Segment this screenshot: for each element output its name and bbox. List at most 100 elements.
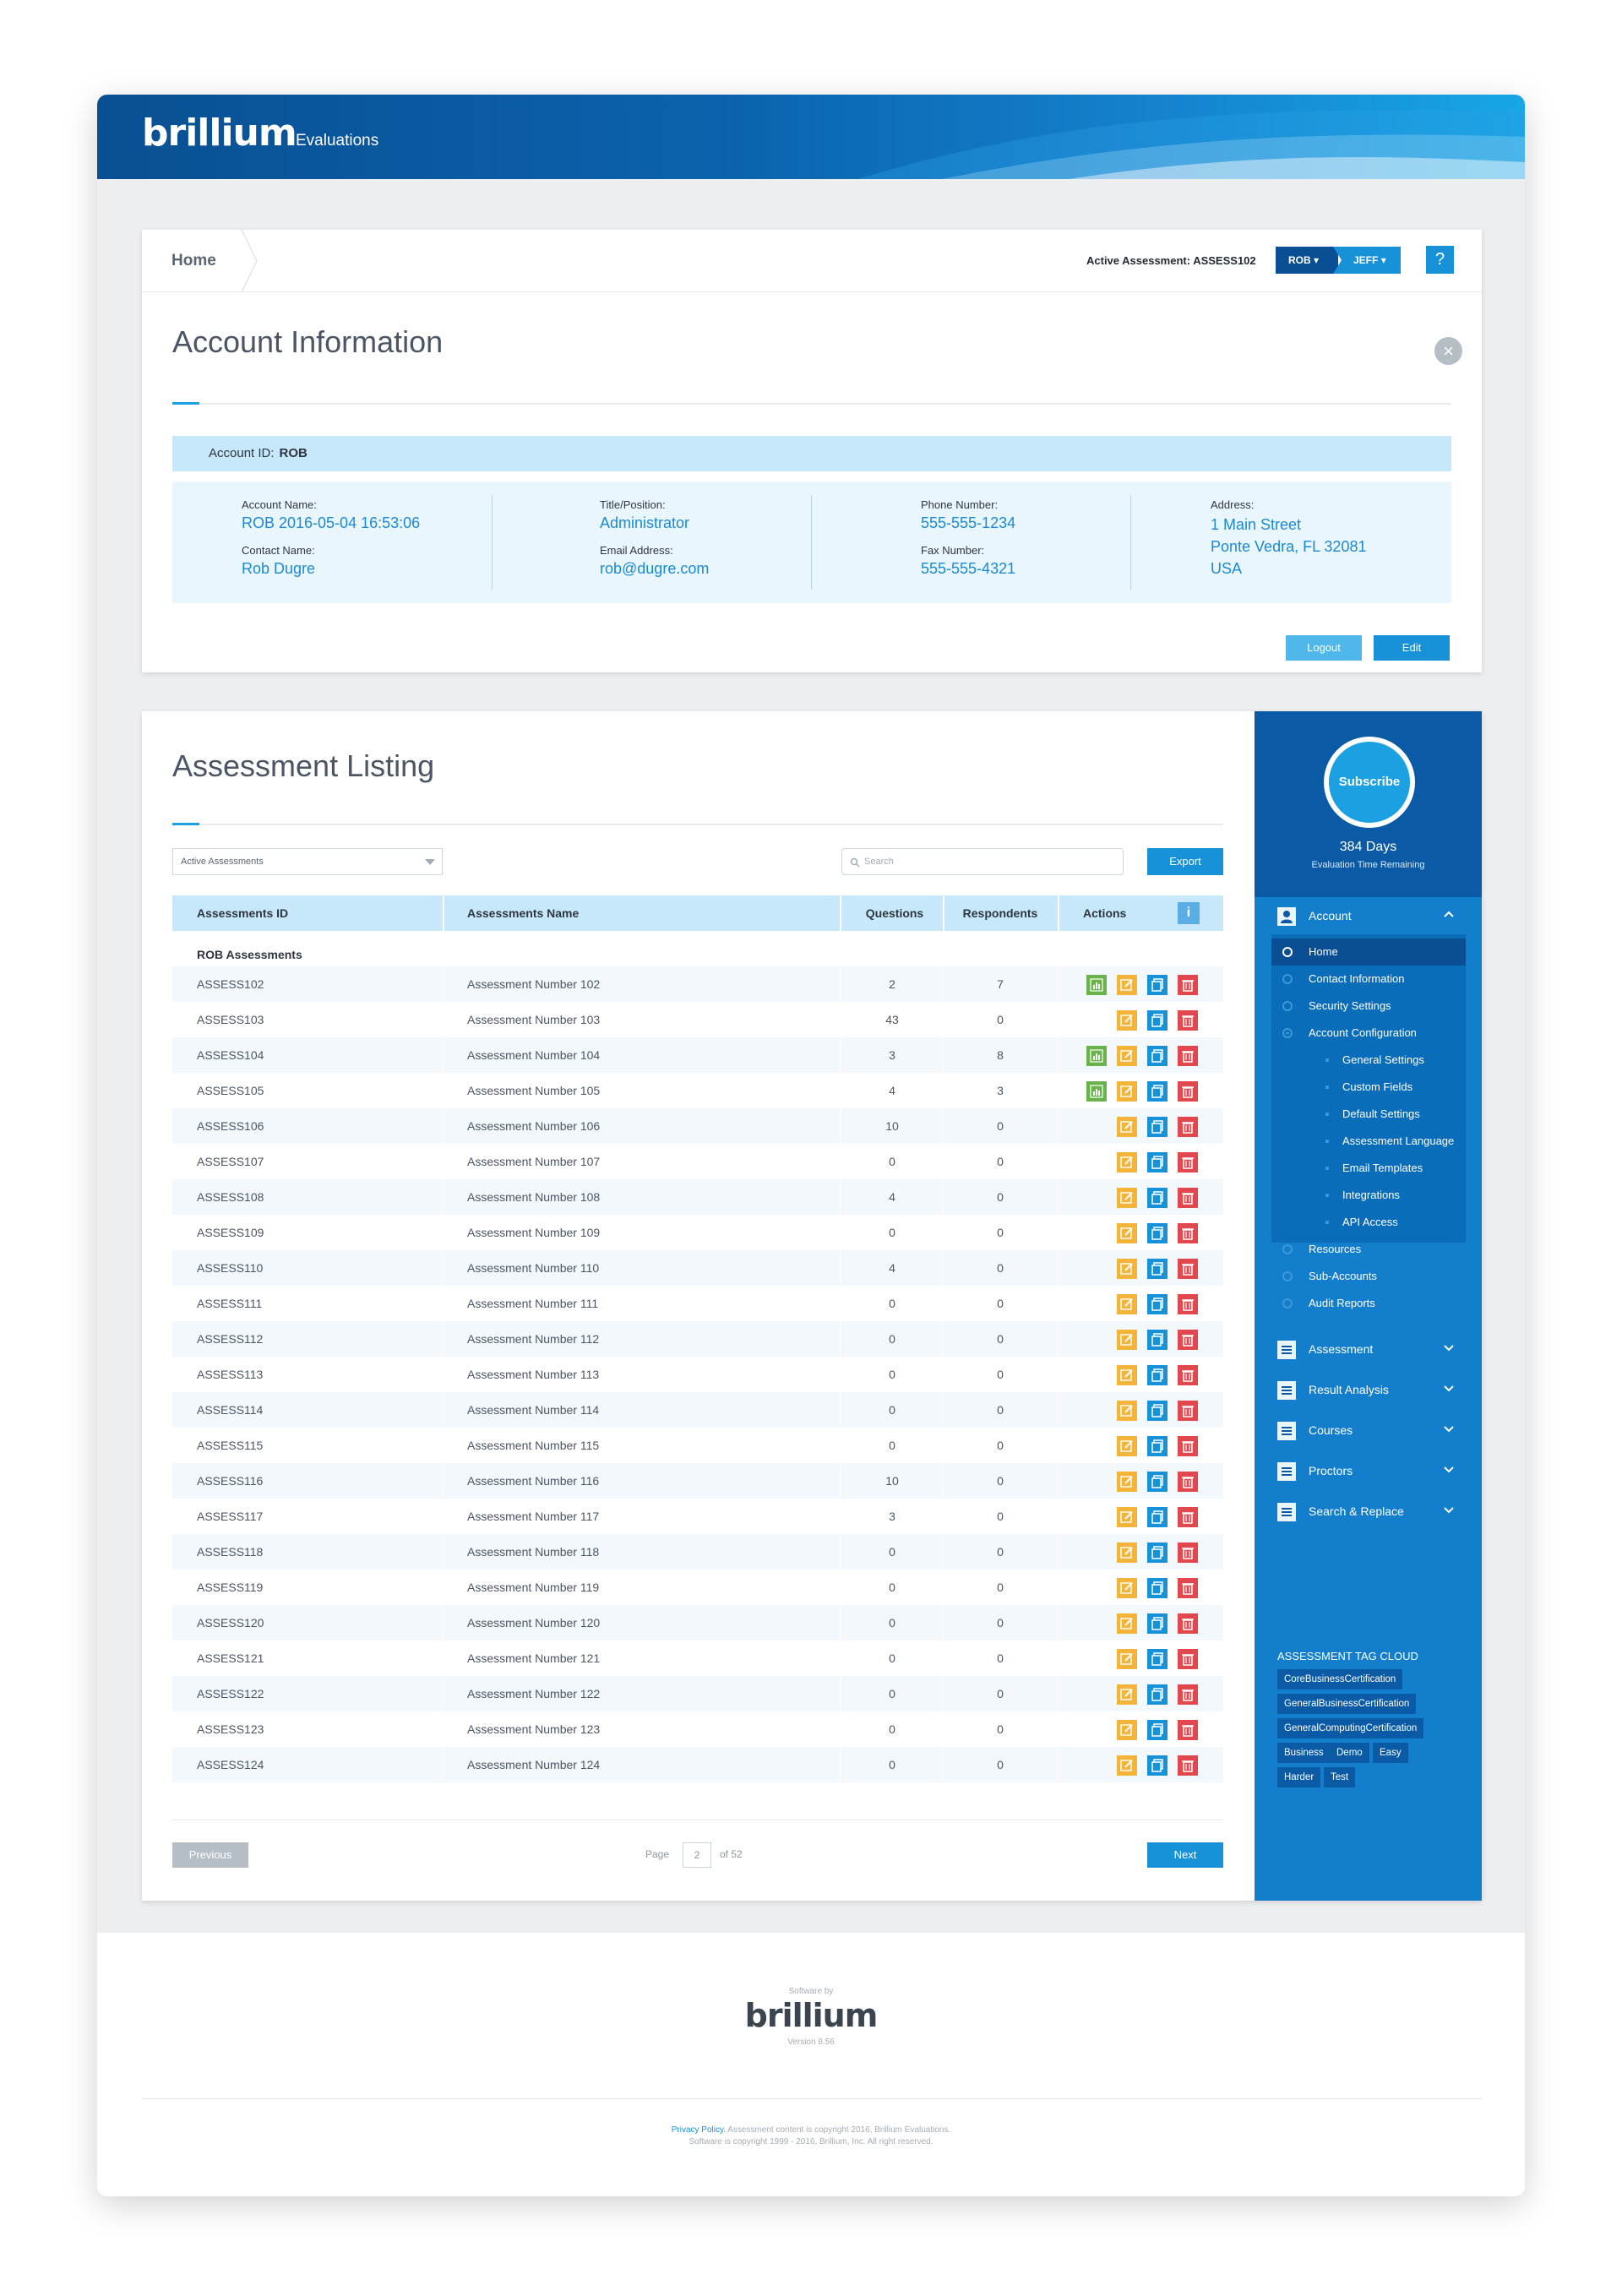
copy-icon[interactable] xyxy=(1147,1259,1168,1279)
copy-icon[interactable] xyxy=(1147,1472,1168,1492)
tag-harder[interactable]: Harder xyxy=(1277,1767,1321,1787)
copy-icon[interactable] xyxy=(1147,1436,1168,1456)
table-row[interactable]: ASSESS113 Assessment Number 113 0 0 xyxy=(172,1357,1223,1392)
trash-icon[interactable] xyxy=(1178,1755,1198,1776)
edit-icon[interactable] xyxy=(1117,1755,1137,1776)
trash-icon[interactable] xyxy=(1178,1401,1198,1421)
help-button[interactable]: ? xyxy=(1426,246,1454,274)
nav-account[interactable]: Account xyxy=(1271,897,1466,934)
edit-icon[interactable] xyxy=(1117,1046,1137,1066)
table-row[interactable]: ASSESS118 Assessment Number 118 0 0 xyxy=(172,1534,1223,1570)
sidebar-item-audit-reports[interactable]: Audit Reports xyxy=(1271,1290,1466,1317)
table-row[interactable]: ASSESS107 Assessment Number 107 0 0 xyxy=(172,1144,1223,1179)
trash-icon[interactable] xyxy=(1178,1578,1198,1598)
copy-icon[interactable] xyxy=(1147,975,1168,995)
edit-icon[interactable] xyxy=(1117,1684,1137,1705)
user-rob-dropdown[interactable]: ROB ▾ xyxy=(1276,247,1338,274)
table-row[interactable]: ASSESS108 Assessment Number 108 4 0 xyxy=(172,1179,1223,1215)
edit-icon[interactable] xyxy=(1117,1081,1137,1102)
trash-icon[interactable] xyxy=(1178,1046,1198,1066)
copy-icon[interactable] xyxy=(1147,1542,1168,1563)
copy-icon[interactable] xyxy=(1147,1330,1168,1350)
sidebar-subitem-general-settings[interactable]: General Settings xyxy=(1271,1047,1466,1074)
trash-icon[interactable] xyxy=(1178,1613,1198,1634)
trash-icon[interactable] xyxy=(1178,1188,1198,1208)
edit-icon[interactable] xyxy=(1117,1223,1137,1243)
copy-icon[interactable] xyxy=(1147,1223,1168,1243)
email-value[interactable]: rob@dugre.com xyxy=(600,560,710,577)
copy-icon[interactable] xyxy=(1147,1507,1168,1527)
table-row[interactable]: ASSESS122 Assessment Number 122 0 0 xyxy=(172,1676,1223,1711)
trash-icon[interactable] xyxy=(1178,1223,1198,1243)
edit-icon[interactable] xyxy=(1117,1613,1137,1634)
sidebar-item-resources[interactable]: Resources xyxy=(1271,1236,1466,1263)
edit-icon[interactable] xyxy=(1117,1117,1137,1137)
trash-icon[interactable] xyxy=(1178,1684,1198,1705)
copy-icon[interactable] xyxy=(1147,1294,1168,1314)
tag-test[interactable]: Test xyxy=(1324,1767,1356,1787)
brillium-footer-logo[interactable]: brillium xyxy=(744,1997,879,2034)
sidebar-item-home[interactable]: Home xyxy=(1271,939,1466,966)
sidebar-item-security-settings[interactable]: Security Settings xyxy=(1271,993,1466,1020)
table-row[interactable]: ASSESS112 Assessment Number 112 0 0 xyxy=(172,1321,1223,1357)
col-assessment-id[interactable]: Assessments ID xyxy=(197,906,289,920)
info-icon[interactable]: i xyxy=(1178,902,1200,924)
table-row[interactable]: ASSESS120 Assessment Number 120 0 0 xyxy=(172,1605,1223,1640)
table-row[interactable]: ASSESS116 Assessment Number 116 10 0 xyxy=(172,1463,1223,1499)
table-row[interactable]: ASSESS109 Assessment Number 109 0 0 xyxy=(172,1215,1223,1250)
copy-icon[interactable] xyxy=(1147,1152,1168,1172)
sidebar-subitem-default-settings[interactable]: Default Settings xyxy=(1271,1101,1466,1128)
table-row[interactable]: ASSESS103 Assessment Number 103 43 0 xyxy=(172,1002,1223,1037)
subscribe-button[interactable]: Subscribe xyxy=(1324,737,1415,828)
copy-icon[interactable] xyxy=(1147,1401,1168,1421)
trash-icon[interactable] xyxy=(1178,1365,1198,1385)
table-row[interactable]: ASSESS115 Assessment Number 115 0 0 xyxy=(172,1428,1223,1463)
copy-icon[interactable] xyxy=(1147,1578,1168,1598)
sidebar-subitem-api-access[interactable]: API Access xyxy=(1271,1209,1466,1236)
sidebar-subitem-assessment-language[interactable]: Assessment Language xyxy=(1271,1128,1466,1155)
nav-search-replace[interactable]: Search & Replace xyxy=(1271,1493,1466,1530)
col-assessment-name[interactable]: Assessments Name xyxy=(467,906,580,920)
trash-icon[interactable] xyxy=(1178,1152,1198,1172)
edit-icon[interactable] xyxy=(1117,1401,1137,1421)
edit-icon[interactable] xyxy=(1117,1507,1137,1527)
table-row[interactable]: ASSESS102 Assessment Number 102 2 7 xyxy=(172,966,1223,1002)
copy-icon[interactable] xyxy=(1147,1188,1168,1208)
edit-icon[interactable] xyxy=(1117,1259,1137,1279)
tag-corebusinesscertification[interactable]: CoreBusinessCertification xyxy=(1277,1669,1403,1689)
trash-icon[interactable] xyxy=(1178,1330,1198,1350)
copy-icon[interactable] xyxy=(1147,1117,1168,1137)
breadcrumb-home[interactable]: Home xyxy=(171,252,216,269)
page-number-input[interactable]: 2 xyxy=(683,1842,711,1868)
table-row[interactable]: ASSESS104 Assessment Number 104 3 8 xyxy=(172,1037,1223,1073)
sidebar-item-account-configuration[interactable]: Account Configuration xyxy=(1271,1020,1466,1047)
edit-icon[interactable] xyxy=(1117,1649,1137,1669)
search-input[interactable]: Search xyxy=(841,848,1124,875)
edit-icon[interactable] xyxy=(1117,1542,1137,1563)
trash-icon[interactable] xyxy=(1178,1294,1198,1314)
nav-result-analysis[interactable]: Result Analysis xyxy=(1271,1371,1466,1408)
sidebar-subitem-custom-fields[interactable]: Custom Fields xyxy=(1271,1074,1466,1101)
previous-button[interactable]: Previous xyxy=(172,1842,248,1868)
edit-icon[interactable] xyxy=(1117,1188,1137,1208)
table-row[interactable]: ASSESS119 Assessment Number 119 0 0 xyxy=(172,1570,1223,1605)
tag-business[interactable]: Business xyxy=(1277,1743,1331,1763)
table-row[interactable]: ASSESS111 Assessment Number 111 0 0 xyxy=(172,1286,1223,1321)
tag-demo[interactable]: Demo xyxy=(1330,1743,1369,1763)
copy-icon[interactable] xyxy=(1147,1046,1168,1066)
copy-icon[interactable] xyxy=(1147,1649,1168,1669)
nav-assessment[interactable]: Assessment xyxy=(1271,1330,1466,1368)
user-jeff-dropdown[interactable]: JEFF ▾ xyxy=(1333,247,1401,274)
tag-generalcomputingcertification[interactable]: GeneralComputingCertification xyxy=(1277,1718,1424,1738)
trash-icon[interactable] xyxy=(1178,1436,1198,1456)
edit-icon[interactable] xyxy=(1117,1294,1137,1314)
table-row[interactable]: ASSESS106 Assessment Number 106 10 0 xyxy=(172,1108,1223,1144)
edit-icon[interactable] xyxy=(1117,1330,1137,1350)
logout-button[interactable]: Logout xyxy=(1286,635,1362,661)
chart-icon[interactable] xyxy=(1086,1046,1107,1066)
col-respondents[interactable]: Respondents xyxy=(962,906,1038,920)
edit-icon[interactable] xyxy=(1117,1010,1137,1031)
sidebar-subitem-integrations[interactable]: Integrations xyxy=(1271,1182,1466,1209)
table-row[interactable]: ASSESS124 Assessment Number 124 0 0 xyxy=(172,1747,1223,1782)
nav-proctors[interactable]: Proctors xyxy=(1271,1452,1466,1489)
